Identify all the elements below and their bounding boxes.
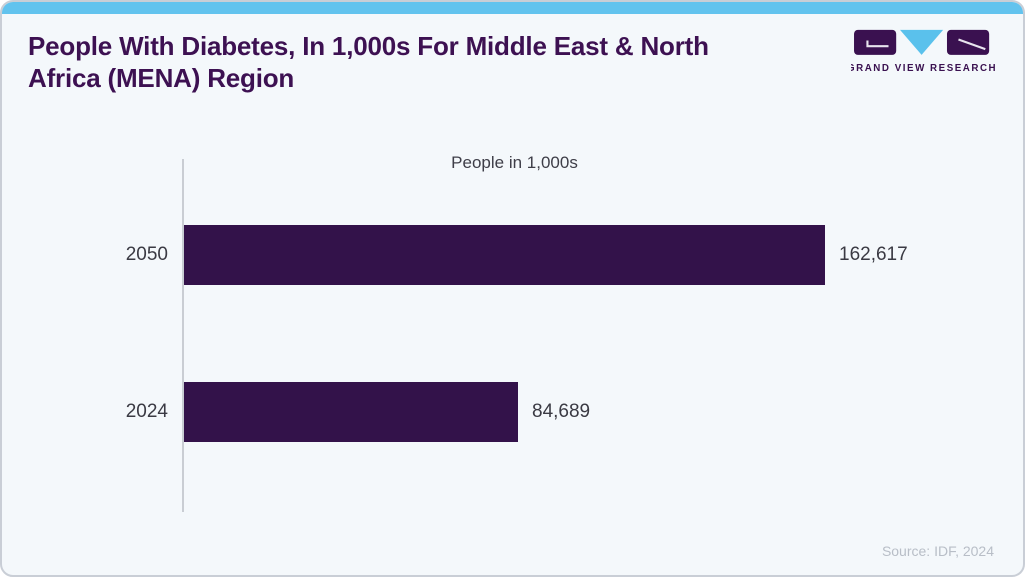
- y-axis-line: [182, 159, 184, 512]
- logo-g-block: [854, 29, 897, 55]
- category-label: 2024: [125, 401, 168, 422]
- bar-2050: [184, 225, 825, 285]
- value-label: 162,617: [839, 244, 908, 265]
- logo-v-triangle: [900, 29, 944, 55]
- value-label: 84,689: [532, 401, 591, 422]
- chart-title: People in 1,000s: [451, 153, 578, 172]
- chart-row: 2050 162,617: [2, 225, 1023, 285]
- bar-2024: [184, 382, 518, 442]
- gvr-logo-icon: [854, 29, 990, 55]
- category-label: 2050: [125, 244, 168, 265]
- page-title: People With Diabetes, In 1,000s For Midd…: [28, 31, 709, 93]
- chart-row: 2024 84,689: [2, 382, 1023, 442]
- logo-g-glyph: [866, 40, 889, 48]
- source-note: Source: IDF, 2024: [881, 543, 994, 559]
- logo-wordmark: GRAND VIEW RESEARCH: [851, 63, 996, 74]
- top-accent-bar: [2, 2, 1023, 14]
- grand-view-research-logo: GRAND VIEW RESEARCH: [851, 29, 996, 74]
- logo-r-glyph: [958, 38, 986, 51]
